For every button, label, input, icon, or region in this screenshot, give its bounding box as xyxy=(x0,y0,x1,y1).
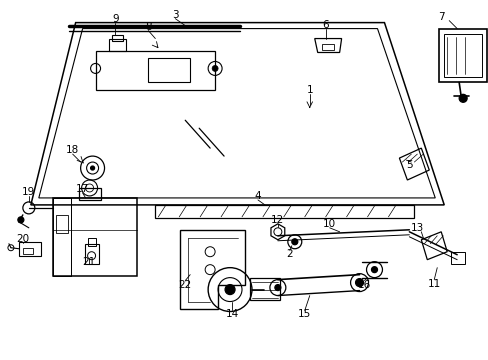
Circle shape xyxy=(291,239,297,245)
Text: 14: 14 xyxy=(225,310,238,319)
Text: 10: 10 xyxy=(323,219,336,229)
Circle shape xyxy=(371,267,377,273)
Text: 15: 15 xyxy=(298,310,311,319)
Text: 4: 4 xyxy=(254,191,261,201)
Bar xyxy=(249,278,279,300)
Text: 7: 7 xyxy=(437,12,444,22)
Bar xyxy=(321,44,333,50)
Bar xyxy=(450,252,464,264)
Circle shape xyxy=(18,217,24,223)
Bar xyxy=(79,188,101,200)
Bar xyxy=(23,248,33,254)
Circle shape xyxy=(274,285,280,291)
Text: 2: 2 xyxy=(286,249,292,259)
Bar xyxy=(148,58,190,82)
Bar xyxy=(108,39,126,50)
Circle shape xyxy=(90,166,94,170)
Bar xyxy=(87,238,95,246)
Text: 18: 18 xyxy=(66,145,79,155)
Circle shape xyxy=(458,94,466,102)
Bar xyxy=(53,198,71,276)
Text: 1: 1 xyxy=(306,85,312,95)
Text: 19: 19 xyxy=(22,187,36,197)
Circle shape xyxy=(212,66,218,71)
Text: 8: 8 xyxy=(145,22,151,32)
Text: 12: 12 xyxy=(271,215,284,225)
Bar xyxy=(111,35,123,41)
Text: 3: 3 xyxy=(172,10,178,20)
Text: 16: 16 xyxy=(357,280,370,289)
Circle shape xyxy=(355,279,363,287)
Bar xyxy=(53,198,137,276)
Text: 5: 5 xyxy=(405,160,412,170)
Text: 9: 9 xyxy=(112,14,119,24)
Text: 11: 11 xyxy=(427,279,440,289)
Text: 20: 20 xyxy=(16,234,29,244)
Circle shape xyxy=(224,285,235,294)
Text: 22: 22 xyxy=(178,280,191,289)
Bar xyxy=(56,215,67,233)
Bar xyxy=(84,244,99,264)
Text: 6: 6 xyxy=(322,19,328,30)
Bar xyxy=(19,242,41,256)
Text: 13: 13 xyxy=(410,223,423,233)
Text: 21: 21 xyxy=(82,257,95,267)
Text: 17: 17 xyxy=(76,184,89,194)
